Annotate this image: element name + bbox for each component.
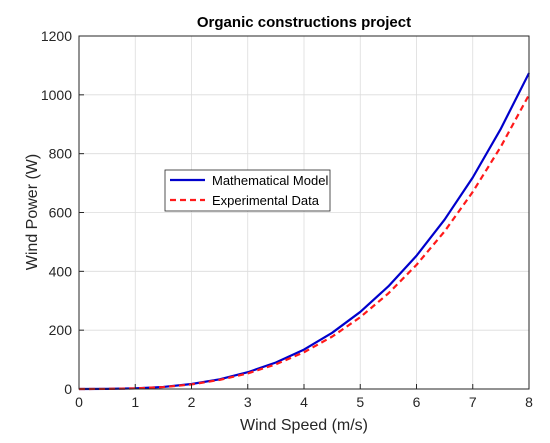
chart-title: Organic constructions project	[197, 14, 411, 31]
x-tick-label: 8	[525, 394, 533, 410]
tick-marks	[78, 35, 530, 390]
series-line-experimental-data	[78, 94, 530, 391]
legend: Mathematical Model Experimental Data	[164, 169, 331, 212]
y-tick-label: 1000	[41, 87, 72, 103]
x-tick-label: 1	[131, 394, 139, 410]
y-tick-label: 0	[64, 381, 72, 397]
y-axis-label: Wind Power (W)	[24, 154, 41, 270]
x-tick-label: 2	[188, 394, 196, 410]
legend-label-mathematical-model: Mathematical Model	[212, 173, 328, 188]
y-tick-label: 1200	[41, 28, 72, 44]
x-tick-label: 7	[469, 394, 477, 410]
x-tick-label: 3	[244, 394, 252, 410]
y-tick-label: 600	[49, 205, 73, 221]
x-tick-label: 0	[75, 394, 83, 410]
tick-labels: 0 1 2 3 4 5 6 7 8 0 200 400 600 800 1000 1200	[41, 28, 533, 410]
y-tick-label: 800	[49, 146, 73, 162]
y-tick-label: 400	[49, 263, 73, 279]
series-layer	[78, 72, 530, 391]
x-tick-label: 4	[300, 394, 308, 410]
legend-box	[164, 169, 331, 212]
x-tick-label: 6	[413, 394, 421, 410]
x-tick-label: 5	[356, 394, 364, 410]
legend-label-experimental-data: Experimental Data	[212, 193, 320, 208]
x-axis-label: Wind Speed (m/s)	[240, 417, 368, 434]
y-tick-label: 200	[49, 322, 73, 338]
